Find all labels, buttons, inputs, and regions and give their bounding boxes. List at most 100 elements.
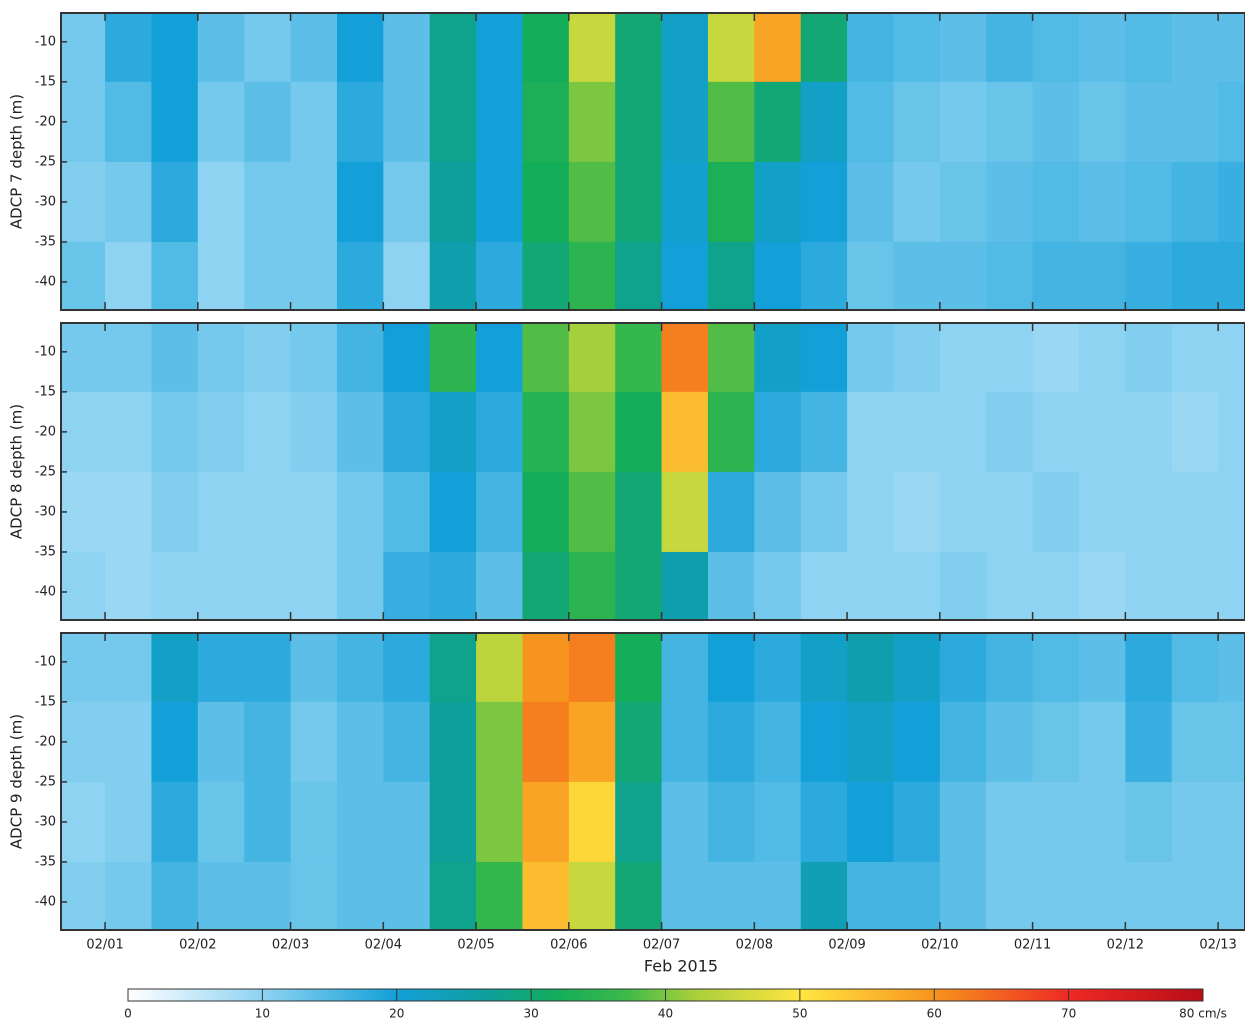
cell [151,702,198,783]
x-tick-label: 02/02 [179,938,216,953]
x-tick-label: 02/04 [365,938,402,953]
cell [754,82,801,163]
cell [1079,392,1126,473]
cell [615,82,662,163]
cell [986,472,1033,553]
cell [708,82,755,163]
y-tick-label: -40 [35,274,56,289]
cell [754,392,801,473]
y-tick-label: -40 [35,894,56,909]
cell [1172,82,1219,163]
cell [105,472,152,553]
cell [615,472,662,553]
x-tick-label: 02/07 [643,938,680,953]
cell [337,782,384,863]
y-tick-label: -35 [35,234,56,249]
cell [1172,162,1219,243]
cell [522,162,569,243]
cell [708,702,755,783]
y-tick-label: -15 [35,74,56,89]
x-tick-label: 02/05 [457,938,494,953]
heatmap [59,622,1245,943]
colorbar-tick-label: 80 cm/s [1179,1007,1227,1021]
cell [1172,392,1219,473]
cell [662,82,709,163]
colorbar-tick-label: 20 [389,1007,404,1021]
cell [708,162,755,243]
cell [244,82,291,163]
cell [1218,392,1245,473]
cell [615,162,662,243]
cell [662,702,709,783]
colorbar-tick-label: 70 [1061,1007,1076,1021]
cell [476,702,523,783]
cell [893,702,940,783]
cell [476,782,523,863]
cell [1125,392,1172,473]
cell [986,782,1033,863]
colorbar-tick-label: 60 [927,1007,942,1021]
cell [244,702,291,783]
cell [522,82,569,163]
cell [1079,162,1126,243]
y-tick-label: -10 [35,34,56,49]
cell [893,162,940,243]
cell [893,82,940,163]
cell [291,392,338,473]
cell [1125,782,1172,863]
cell [662,472,709,553]
y-tick-label: -25 [35,464,56,479]
colorbar-tick-label: 40 [658,1007,673,1021]
cell [893,472,940,553]
cell [708,472,755,553]
cell [708,782,755,863]
cell [940,782,987,863]
x-tick-label: 02/13 [1199,938,1236,953]
x-tick-label: 02/09 [828,938,865,953]
cell [151,472,198,553]
cell [569,162,616,243]
y-tick-label: -15 [35,694,56,709]
cell [1033,392,1080,473]
cell [847,82,894,163]
y-tick-label: -25 [35,774,56,789]
cell [430,392,477,473]
cell [801,782,848,863]
cell [801,82,848,163]
cell [1218,702,1245,783]
cell [569,782,616,863]
cell [1172,702,1219,783]
cell [569,472,616,553]
cell [105,392,152,473]
cell [383,82,430,163]
cell [662,782,709,863]
cell [337,702,384,783]
y-tick-label: -30 [35,504,56,519]
y-tick-label: -20 [35,734,56,749]
cell [430,782,477,863]
y-tick-label: -30 [35,194,56,209]
x-tick-label: 02/03 [272,938,309,953]
cell [476,162,523,243]
cell [198,782,245,863]
cell [291,162,338,243]
y-axis-label: ADCP 7 depth (m) [8,94,26,229]
colorbar-tick-label: 0 [124,1007,132,1021]
cell [383,472,430,553]
cell [291,82,338,163]
x-tick-label: 02/12 [1107,938,1144,953]
cell [1033,472,1080,553]
cell [1079,782,1126,863]
cell [615,702,662,783]
cell [1218,82,1245,163]
cell [754,702,801,783]
cell [615,392,662,473]
cell [244,782,291,863]
x-tick-label: 02/06 [550,938,587,953]
cell [291,782,338,863]
x-tick-label: 02/08 [736,938,773,953]
cell [383,162,430,243]
cell [1079,82,1126,163]
cell [151,82,198,163]
cell [522,472,569,553]
